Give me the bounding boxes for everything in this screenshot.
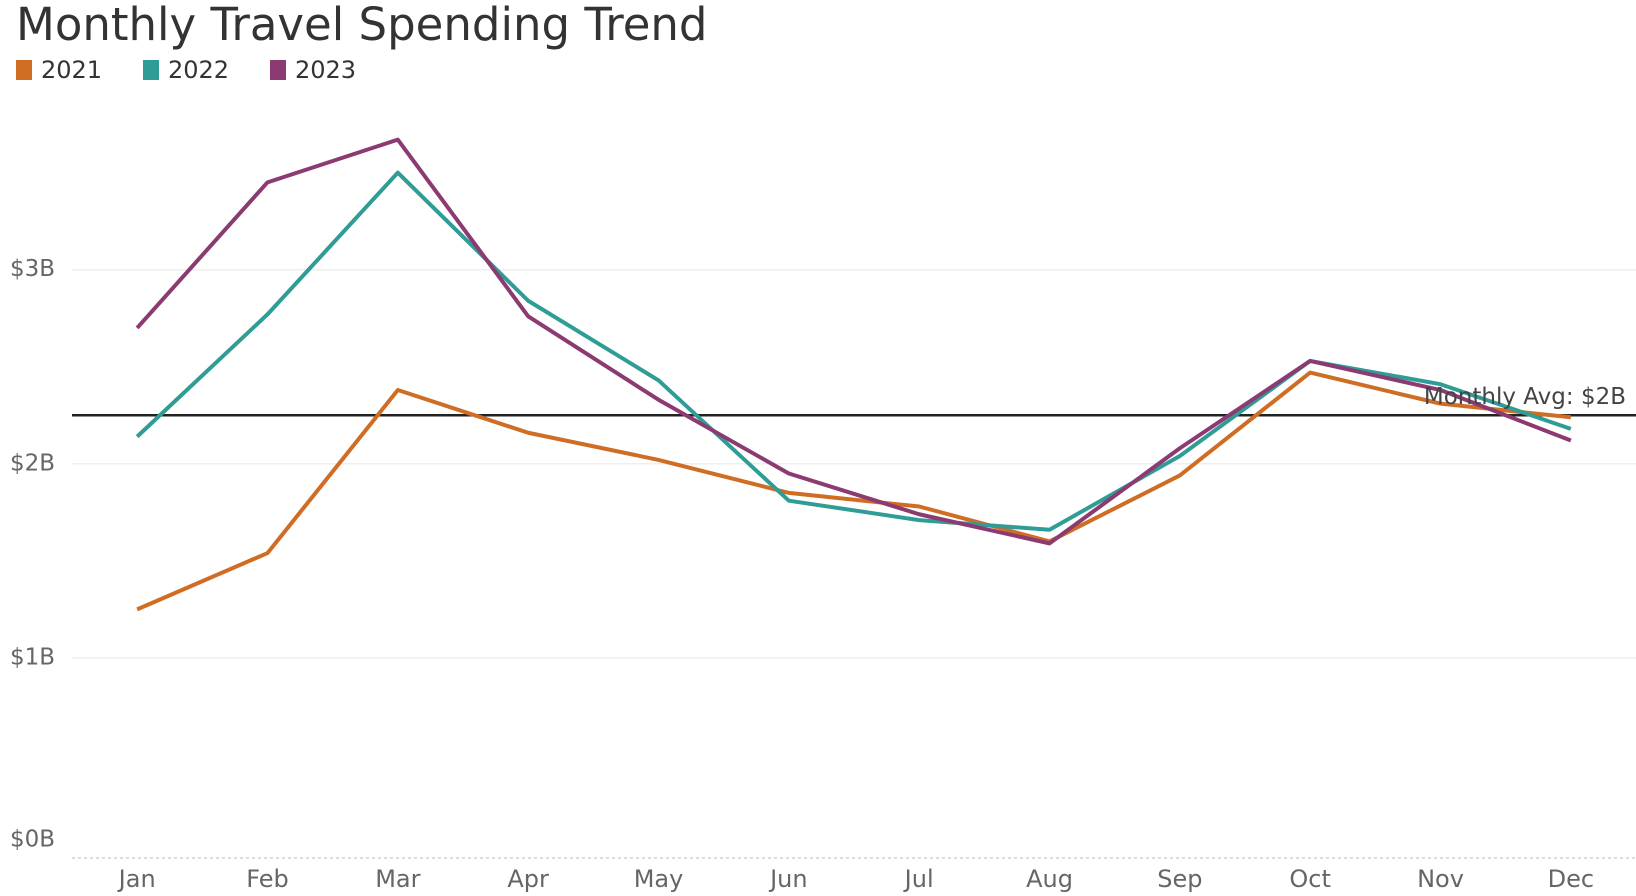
legend: 2021 2022 2023 bbox=[16, 56, 356, 84]
legend-swatch bbox=[16, 60, 32, 80]
x-tick-label: Aug bbox=[1026, 865, 1073, 893]
x-tick-label: Jan bbox=[117, 865, 156, 893]
legend-label: 2023 bbox=[295, 56, 356, 84]
x-tick-label: Mar bbox=[375, 865, 420, 893]
series-line bbox=[135, 170, 1572, 532]
legend-label: 2022 bbox=[168, 56, 229, 84]
x-tick-label: May bbox=[634, 865, 684, 893]
reference-label: Monthly Avg: $2B bbox=[1424, 384, 1626, 410]
x-tick-label: Sep bbox=[1157, 865, 1202, 893]
y-tick-label: $2B bbox=[10, 450, 55, 476]
series-line bbox=[136, 370, 1572, 612]
x-tick-label: Jul bbox=[903, 865, 934, 893]
chart-title: Monthly Travel Spending Trend bbox=[16, 0, 708, 51]
legend-swatch bbox=[270, 60, 286, 80]
x-tick-label: Oct bbox=[1289, 865, 1331, 893]
y-tick-label: $0B bbox=[10, 827, 55, 853]
x-tick-label: Nov bbox=[1417, 865, 1464, 893]
x-tick-label: Apr bbox=[507, 865, 549, 893]
x-tick-label: Dec bbox=[1548, 865, 1594, 893]
legend-label: 2021 bbox=[41, 56, 102, 84]
y-tick-label: $3B bbox=[10, 256, 55, 282]
x-tick-label: Jun bbox=[768, 865, 808, 893]
y-tick-label: $1B bbox=[10, 644, 55, 670]
series-line bbox=[135, 137, 1572, 546]
legend-swatch bbox=[143, 60, 159, 80]
x-tick-label: Feb bbox=[246, 865, 289, 893]
